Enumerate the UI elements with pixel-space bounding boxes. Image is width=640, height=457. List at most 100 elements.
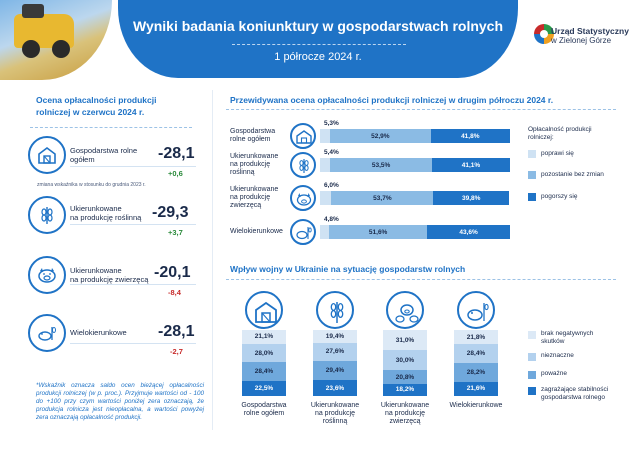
left-item-value: -28,1	[158, 145, 195, 162]
forecast-bar-segment	[320, 129, 331, 143]
forecast-row-label-line: rolne ogółem	[230, 136, 271, 143]
forecast-chart-divider	[226, 109, 616, 110]
left-title-divider	[30, 127, 192, 128]
war-data-label: 28,4%	[466, 350, 486, 358]
war-data-label: 22,5%	[254, 385, 274, 393]
war-bar-segment: 18,2%	[383, 383, 427, 396]
left-item-change: -8,4	[168, 288, 181, 297]
left-item-value: -20,1	[154, 264, 191, 281]
forecast-row-label-line: Gospodarstwa	[230, 128, 276, 135]
war-data-label: 31,0%	[395, 336, 415, 344]
left-item-divider	[70, 166, 196, 167]
war-bar-segment: 28,4%	[454, 344, 498, 364]
farm-building-icon	[28, 136, 66, 174]
forecast-legend-title-line2: rolniczej:	[528, 134, 554, 141]
war-data-label: 28,0%	[254, 349, 274, 357]
war-legend-label-line: brak negatywnych	[541, 330, 594, 337]
war-legend-label-line: zagrażające stabilności	[541, 386, 609, 393]
forecast-data-label: 53,5%	[371, 161, 391, 169]
forecast-bar-segment: 53,7%	[331, 191, 434, 205]
forecast-row-label: Ukierunkowane na produkcję zwierzęcą	[230, 186, 278, 210]
war-data-label: 28,4%	[254, 368, 274, 376]
war-category-label-line: Gospodarstwa	[241, 402, 287, 409]
war-category-label-line: rolne ogółem	[243, 410, 285, 417]
change-note: zmiana wskaźnika w stosunku do grudnia 2…	[37, 182, 146, 188]
forecast-legend-label: pozostanie bez zmian	[541, 171, 604, 178]
wheat-icon	[28, 196, 66, 234]
war-legend-swatch	[528, 387, 536, 395]
forecast-data-label: 53,7%	[373, 194, 392, 202]
war-data-label: 23,6%	[325, 384, 345, 392]
left-item-label: Ukierunkowane na produkcję roślinną	[70, 204, 141, 222]
forecast-bar-segment: 43,6%	[427, 225, 510, 239]
left-item-label-line1: Gospodarstwa rolne	[70, 146, 138, 155]
war-legend-swatch	[528, 331, 536, 339]
forecast-data-label: 39,8%	[462, 194, 481, 202]
war-category-label: Gospodarstwa rolne ogółem	[230, 402, 298, 418]
war-legend-swatch	[528, 371, 536, 379]
war-data-label: 18,2%	[395, 386, 415, 394]
wheat-icon	[290, 152, 316, 178]
war-category-label: Wielokierunkowe	[442, 402, 510, 410]
war-bar-segment: 28,0%	[242, 343, 286, 363]
forecast-data-label: 51,6%	[368, 228, 388, 236]
forecast-row-label-line: roślinną	[230, 169, 255, 176]
left-item-label-line2: ogółem	[70, 155, 95, 164]
forecast-row-label-line: Ukierunkowane	[230, 153, 279, 160]
logo-text: Urząd Statystyczny w Zielonej Górze	[551, 26, 629, 46]
statistics-office-logo-icon	[534, 24, 554, 44]
forecast-bar-segment: 53,5%	[330, 158, 432, 172]
war-data-label: 29,4%	[325, 367, 345, 375]
war-bar-segment: 23,6%	[313, 380, 357, 396]
war-category-label-line: zwierzęcą	[389, 418, 421, 425]
forecast-row-label-line: zwierzęcą	[230, 202, 262, 209]
forecast-row-label: Wielokierunkowe	[230, 228, 283, 236]
war-data-label: 21,6%	[466, 385, 486, 393]
war-data-label: 21,1%	[254, 333, 274, 341]
left-item-label: Ukierunkowane na produkcję zwierzęcą	[70, 266, 148, 284]
forecast-legend-swatch	[528, 171, 536, 179]
forecast-bar-segment	[320, 158, 331, 172]
war-bar-segment: 28,4%	[242, 362, 286, 382]
war-bar-segment: 21,6%	[454, 381, 498, 396]
left-item-change: +0,6	[168, 169, 183, 178]
war-bar-segment: 20,8%	[383, 370, 427, 384]
war-legend-label-line: gospodarstwa rolnego	[541, 394, 605, 401]
forecast-bar-segment: 41,1%	[431, 158, 510, 172]
forecast-legend-label: pogorszy się	[541, 193, 578, 200]
forecast-data-label: 4,8%	[324, 216, 339, 223]
left-panel-title: Ocena opłacalności produkcji rolniczej w…	[36, 94, 156, 118]
left-item-label: Gospodarstwa rolne ogółem	[70, 146, 137, 164]
war-category-label-line: na produkcję	[384, 410, 426, 417]
war-category-label-line: Ukierunkowane	[310, 402, 360, 409]
war-bar-segment: 28,2%	[454, 363, 498, 382]
war-data-label: 20,8%	[395, 373, 415, 381]
page-title: Wyniki badania koniunktury w gospodarstw…	[132, 18, 504, 34]
war-legend-label: zagrażające stabilności gospodarstwa roln…	[541, 386, 608, 402]
war-legend-label-line: nieznaczne	[541, 352, 574, 359]
war-category-label-line: roślinną	[322, 418, 348, 425]
forecast-data-label: 6,0%	[324, 182, 339, 189]
wheat-icon	[316, 291, 354, 329]
forecast-legend-swatch	[528, 150, 536, 158]
forecast-bar-segment	[320, 191, 332, 205]
left-item-value: -29,3	[152, 204, 189, 221]
forecast-row-label-line: na produkcję	[230, 161, 271, 168]
war-data-label: 21,8%	[466, 333, 486, 341]
left-title-line2: rolniczej w czerwcu 2024 r.	[36, 107, 145, 117]
war-category-label-line: Wielokierunkowe	[449, 402, 503, 409]
forecast-bar-segment: 41,8%	[430, 129, 510, 143]
war-data-label: 30,0%	[395, 356, 415, 364]
logo-line1: Urząd Statystyczny	[551, 26, 629, 36]
left-title-line1: Ocena opłacalności produkcji	[36, 95, 157, 105]
forecast-bar-segment: 51,6%	[329, 225, 428, 239]
forecast-row-label: Ukierunkowane na produkcję roślinną	[230, 153, 278, 177]
mixed-farm-icon	[457, 291, 495, 329]
war-impact-chart-divider	[226, 279, 616, 280]
forecast-bar-segment	[320, 225, 330, 239]
forecast-row-label-line: na produkcję	[230, 194, 271, 201]
war-category-label: Ukierunkowane na produkcję zwierzęcą	[371, 402, 439, 426]
forecast-bar-segment: 52,9%	[330, 129, 431, 143]
mixed-farm-icon	[290, 219, 316, 245]
left-item-label-line1: Ukierunkowane	[70, 204, 122, 213]
